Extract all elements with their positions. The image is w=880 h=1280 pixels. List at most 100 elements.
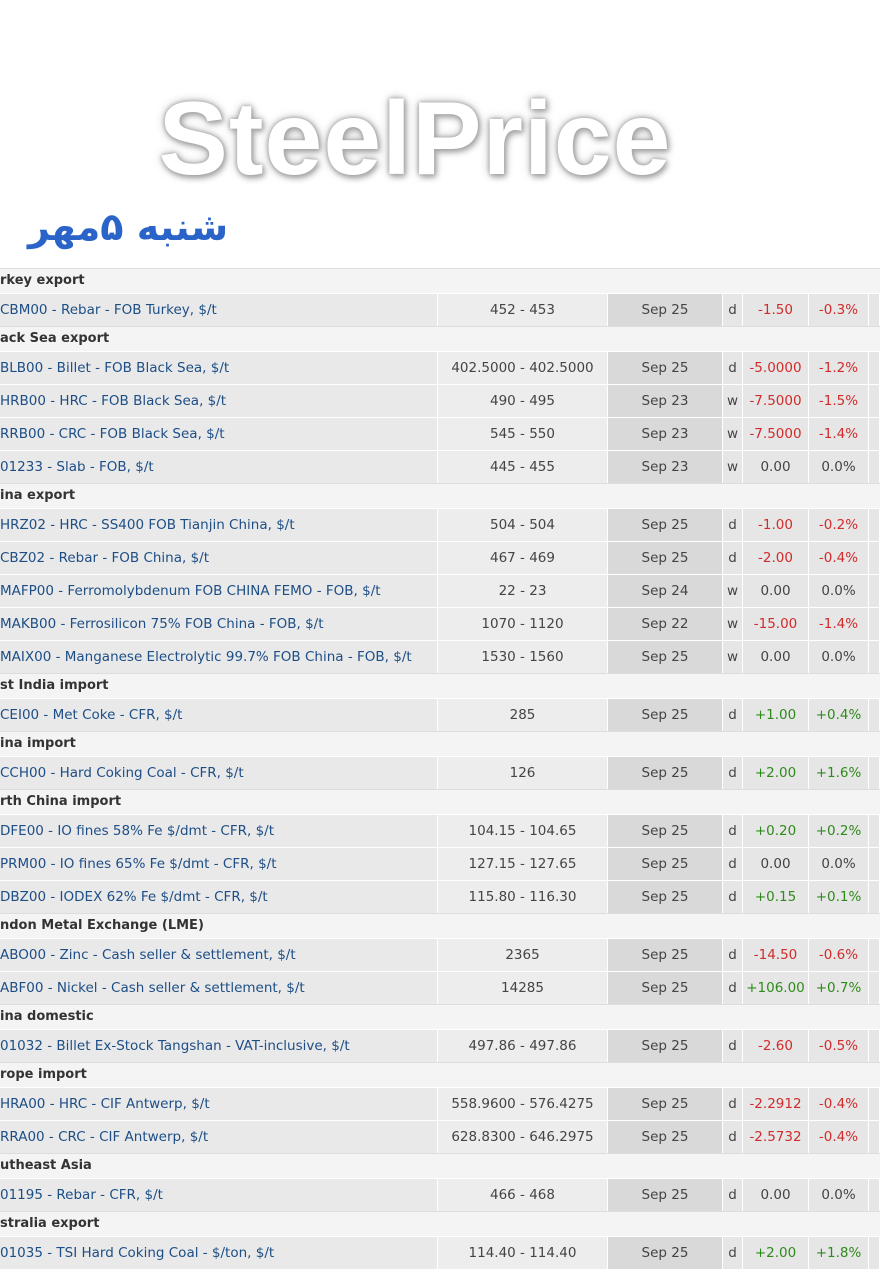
frequency: d: [723, 352, 743, 384]
product: DBZ00 - IODEX 62% Fe $/dmt - CFR, $/t: [0, 881, 438, 913]
product: HRA00 - HRC - CIF Antwerp, $/t: [0, 1088, 438, 1120]
change: -7.5000: [743, 385, 809, 417]
cell-edge: [869, 641, 880, 673]
price-table: rkey export CBM00 - Rebar - FOB Turkey, $…: [0, 268, 880, 1269]
product: HRB00 - HRC - FOB Black Sea, $/t: [0, 385, 438, 417]
cell-edge: [869, 972, 880, 1004]
frequency: d: [723, 939, 743, 971]
table-row: ABO00 - Zinc - Cash seller & settlement,…: [0, 938, 880, 971]
change-percent: +0.4%: [809, 699, 869, 731]
change-percent: -0.6%: [809, 939, 869, 971]
change-percent: +0.7%: [809, 972, 869, 1004]
frequency: d: [723, 509, 743, 541]
table-row: 01195 - Rebar - CFR, $/t 466 - 468 Sep 25 d…: [0, 1178, 880, 1211]
frequency: d: [723, 1237, 743, 1269]
change-percent: 0.0%: [809, 641, 869, 673]
frequency: w: [723, 608, 743, 640]
date: Sep 25: [608, 848, 723, 880]
frequency: d: [723, 294, 743, 326]
date: Sep 25: [608, 939, 723, 971]
frequency: d: [723, 972, 743, 1004]
frequency: d: [723, 757, 743, 789]
change-percent: -0.4%: [809, 1121, 869, 1153]
product: ABO00 - Zinc - Cash seller & settlement,…: [0, 939, 438, 971]
change: 0.00: [743, 575, 809, 607]
change: 0.00: [743, 1179, 809, 1211]
date: Sep 25: [608, 972, 723, 1004]
frequency: w: [723, 418, 743, 450]
date: Sep 24: [608, 575, 723, 607]
product: CBZ02 - Rebar - FOB China, $/t: [0, 542, 438, 574]
cell-edge: [869, 757, 880, 789]
product: 01233 - Slab - FOB, $/t: [0, 451, 438, 483]
section-header: ack Sea export: [0, 326, 880, 351]
date: Sep 25: [608, 1179, 723, 1211]
product: 01035 - TSI Hard Coking Coal - $/ton, $/…: [0, 1237, 438, 1269]
price-range: 22 - 23: [438, 575, 608, 607]
change: -2.5732: [743, 1121, 809, 1153]
title: SteelPrice: [158, 81, 672, 197]
change: 0.00: [743, 451, 809, 483]
table-row: CBZ02 - Rebar - FOB China, $/t 467 - 469 S…: [0, 541, 880, 574]
table-row: 01233 - Slab - FOB, $/t 445 - 455 Sep 23 w 0…: [0, 450, 880, 483]
section-header: ina export: [0, 483, 880, 508]
change: 0.00: [743, 641, 809, 673]
frequency: w: [723, 641, 743, 673]
table-row: RRA00 - CRC - CIF Antwerp, $/t 628.8300 -…: [0, 1120, 880, 1153]
cell-edge: [869, 451, 880, 483]
change: -7.5000: [743, 418, 809, 450]
price-range: 126: [438, 757, 608, 789]
change: +1.00: [743, 699, 809, 731]
price-range: 127.15 - 127.65: [438, 848, 608, 880]
frequency: d: [723, 848, 743, 880]
change: +106.00: [743, 972, 809, 1004]
product: 01032 - Billet Ex-Stock Tangshan - VAT-i…: [0, 1030, 438, 1062]
date: Sep 25: [608, 699, 723, 731]
frequency: w: [723, 451, 743, 483]
cell-edge: [869, 815, 880, 847]
cell-edge: [869, 294, 880, 326]
change-percent: -1.2%: [809, 352, 869, 384]
date: Sep 25: [608, 352, 723, 384]
change: -2.60: [743, 1030, 809, 1062]
table-row: DBZ00 - IODEX 62% Fe $/dmt - CFR, $/t 115…: [0, 880, 880, 913]
table-row: RRB00 - CRC - FOB Black Sea, $/t 545 - 55…: [0, 417, 880, 450]
product: CEI00 - Met Coke - CFR, $/t: [0, 699, 438, 731]
price-range: 466 - 468: [438, 1179, 608, 1211]
product: PRM00 - IO fines 65% Fe $/dmt - CFR, $/t: [0, 848, 438, 880]
product: BLB00 - Billet - FOB Black Sea, $/t: [0, 352, 438, 384]
change-percent: -0.4%: [809, 1088, 869, 1120]
change-percent: 0.0%: [809, 848, 869, 880]
table-row: MAFP00 - Ferromolybdenum FOB CHINA FEMO …: [0, 574, 880, 607]
change: -15.00: [743, 608, 809, 640]
date: Sep 25: [608, 542, 723, 574]
change-percent: +1.8%: [809, 1237, 869, 1269]
cell-edge: [869, 509, 880, 541]
price-range: 104.15 - 104.65: [438, 815, 608, 847]
date: Sep 25: [608, 757, 723, 789]
product: CBM00 - Rebar - FOB Turkey, $/t: [0, 294, 438, 326]
product: RRB00 - CRC - FOB Black Sea, $/t: [0, 418, 438, 450]
date: Sep 23: [608, 385, 723, 417]
product: CCH00 - Hard Coking Coal - CFR, $/t: [0, 757, 438, 789]
table-row: PRM00 - IO fines 65% Fe $/dmt - CFR, $/t…: [0, 847, 880, 880]
price-range: 545 - 550: [438, 418, 608, 450]
change: +2.00: [743, 1237, 809, 1269]
cell-edge: [869, 608, 880, 640]
product: 01195 - Rebar - CFR, $/t: [0, 1179, 438, 1211]
frequency: d: [723, 699, 743, 731]
table-row: BLB00 - Billet - FOB Black Sea, $/t 402.5…: [0, 351, 880, 384]
price-range: 115.80 - 116.30: [438, 881, 608, 913]
product: MAKB00 - Ferrosilicon 75% FOB China - FO…: [0, 608, 438, 640]
product: MAFP00 - Ferromolybdenum FOB CHINA FEMO …: [0, 575, 438, 607]
section-header: ina import: [0, 731, 880, 756]
cell-edge: [869, 848, 880, 880]
price-range: 467 - 469: [438, 542, 608, 574]
frequency: w: [723, 575, 743, 607]
section-header: rkey export: [0, 268, 880, 293]
frequency: d: [723, 815, 743, 847]
change-percent: -0.4%: [809, 542, 869, 574]
price-range: 490 - 495: [438, 385, 608, 417]
section-header: ndon Metal Exchange (LME): [0, 913, 880, 938]
date: Sep 25: [608, 294, 723, 326]
